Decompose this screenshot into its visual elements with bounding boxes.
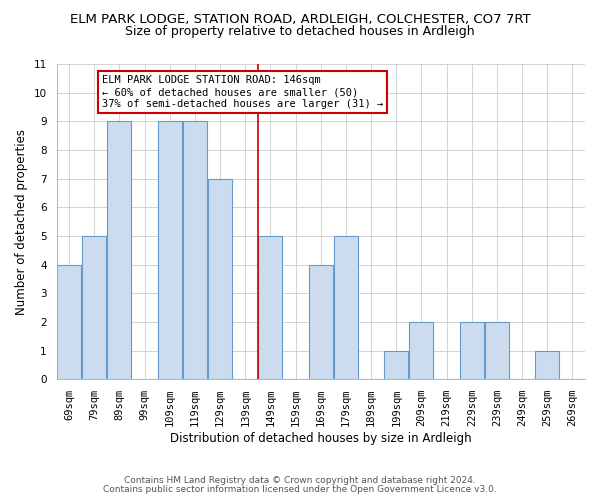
Bar xyxy=(82,236,106,379)
Bar xyxy=(460,322,484,379)
Bar xyxy=(107,122,131,379)
Bar xyxy=(259,236,283,379)
Bar xyxy=(409,322,433,379)
Text: Contains HM Land Registry data © Crown copyright and database right 2024.: Contains HM Land Registry data © Crown c… xyxy=(124,476,476,485)
Bar xyxy=(485,322,509,379)
Text: ELM PARK LODGE STATION ROAD: 146sqm
← 60% of detached houses are smaller (50)
37: ELM PARK LODGE STATION ROAD: 146sqm ← 60… xyxy=(102,76,383,108)
Bar xyxy=(535,350,559,379)
Text: ELM PARK LODGE, STATION ROAD, ARDLEIGH, COLCHESTER, CO7 7RT: ELM PARK LODGE, STATION ROAD, ARDLEIGH, … xyxy=(70,12,530,26)
Bar xyxy=(57,264,81,379)
Bar xyxy=(385,350,408,379)
X-axis label: Distribution of detached houses by size in Ardleigh: Distribution of detached houses by size … xyxy=(170,432,472,445)
Text: Contains public sector information licensed under the Open Government Licence v3: Contains public sector information licen… xyxy=(103,485,497,494)
Bar xyxy=(183,122,207,379)
Bar xyxy=(158,122,182,379)
Bar xyxy=(208,178,232,379)
Bar xyxy=(334,236,358,379)
Bar xyxy=(309,264,333,379)
Text: Size of property relative to detached houses in Ardleigh: Size of property relative to detached ho… xyxy=(125,25,475,38)
Y-axis label: Number of detached properties: Number of detached properties xyxy=(15,128,28,314)
